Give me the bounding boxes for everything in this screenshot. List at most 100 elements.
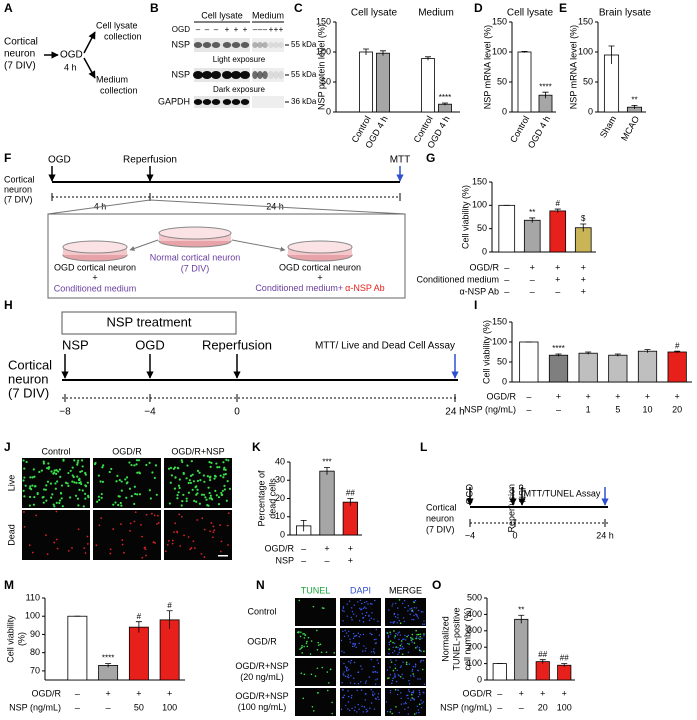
cell-dot <box>421 637 423 640</box>
bar <box>514 618 529 681</box>
cell-dot <box>368 619 371 622</box>
cell-dot <box>225 499 228 502</box>
cell-dot <box>422 701 425 703</box>
cell-dot <box>45 499 48 502</box>
cell-dot <box>185 497 188 500</box>
cell-dot <box>120 504 123 507</box>
cell-dot <box>346 676 349 678</box>
cell-dot <box>183 534 185 537</box>
cell-dot <box>33 475 36 478</box>
cell-dot <box>357 703 359 706</box>
micrograph <box>295 598 336 626</box>
cell-dot <box>189 474 193 477</box>
cell-dot <box>58 468 62 471</box>
condition-mark: + <box>136 688 141 698</box>
cell-dot <box>393 620 396 623</box>
cell-dot <box>407 651 410 653</box>
cell-dot <box>411 668 414 671</box>
panel-letter: F <box>4 151 11 165</box>
cell-dot <box>365 600 368 603</box>
treatment-box <box>61 311 237 335</box>
cell-dot <box>407 634 410 637</box>
cell-dot <box>191 473 194 476</box>
error-bar <box>442 102 448 106</box>
cell-dot <box>375 628 378 631</box>
cell-dot <box>227 512 230 515</box>
cell-dot <box>420 650 422 652</box>
cell-dot <box>417 617 419 619</box>
cell-dot <box>405 661 408 664</box>
band <box>193 71 203 79</box>
cell-dot <box>347 708 349 710</box>
cell-dot <box>156 523 158 525</box>
treatment-label: NSP treatment <box>106 314 191 329</box>
cell-dot <box>371 603 373 605</box>
cell-dot <box>410 607 413 609</box>
band <box>262 42 268 48</box>
error-bar <box>554 208 561 213</box>
cell-dot <box>222 468 226 471</box>
cell-dot <box>362 621 365 623</box>
condition-mark: – <box>504 274 509 284</box>
chart-title: Medium <box>418 8 454 19</box>
cell-dot <box>401 653 404 656</box>
cell-dot <box>22 489 25 492</box>
band <box>231 42 241 48</box>
cell-dot <box>23 476 26 479</box>
output-label: collection <box>104 31 142 41</box>
cell-dot <box>71 480 74 483</box>
source-label: neuron <box>4 184 32 194</box>
cell-dot <box>340 639 343 642</box>
cell-dot <box>83 547 86 550</box>
cell-dot <box>414 600 417 602</box>
cell-dot <box>302 697 305 700</box>
cell-dot <box>134 511 137 514</box>
y-tick-label: 20 <box>275 493 285 503</box>
cell-dot <box>360 665 362 667</box>
cell-dot <box>46 553 49 555</box>
cell-dot <box>76 475 79 478</box>
cell-dot <box>354 643 356 646</box>
cell-dot <box>411 641 413 643</box>
cell-dot <box>319 643 322 646</box>
cell-dot <box>362 633 365 636</box>
antibody-label: α-NSP Ab <box>345 283 385 293</box>
cell-dot <box>196 488 199 491</box>
cell-dot <box>416 646 418 648</box>
y-tick-label: 400 <box>467 609 482 619</box>
cell-dot <box>145 554 148 557</box>
cell-dot <box>210 522 213 524</box>
cell-dot <box>101 466 104 469</box>
cell-dot <box>22 479 25 482</box>
dish <box>287 240 353 254</box>
dish-label: + <box>92 272 97 282</box>
condition-mark: + <box>167 688 172 698</box>
time-label: 4 h <box>64 62 77 72</box>
cell-dot <box>372 650 375 653</box>
cell-dot <box>422 623 424 625</box>
error-bar <box>608 45 615 64</box>
cell-dot <box>23 467 26 470</box>
cell-dot <box>119 501 122 505</box>
cell-dot <box>31 484 34 487</box>
cell-dot <box>369 602 372 605</box>
cell-dot <box>138 471 141 474</box>
y-axis-label: Normalized <box>440 616 450 662</box>
cell-dot <box>346 603 348 605</box>
panel-letter: J <box>4 440 11 454</box>
cell-dot <box>200 493 204 496</box>
band <box>211 42 221 48</box>
error-bar <box>380 50 386 56</box>
significance-label: $ <box>581 214 586 223</box>
panel-letter: B <box>150 1 159 15</box>
cell-dot <box>356 711 358 713</box>
dish-label: Conditioned medium <box>54 283 137 293</box>
cell-dot <box>400 665 403 667</box>
y-tick-label: 30 <box>275 475 285 485</box>
cell-dot <box>395 646 397 648</box>
condition-mark: 100 <box>557 702 572 712</box>
cell-dot <box>401 645 404 648</box>
cell-dot <box>95 544 98 547</box>
size-label: 36 kDa <box>291 97 317 106</box>
band <box>268 42 274 48</box>
